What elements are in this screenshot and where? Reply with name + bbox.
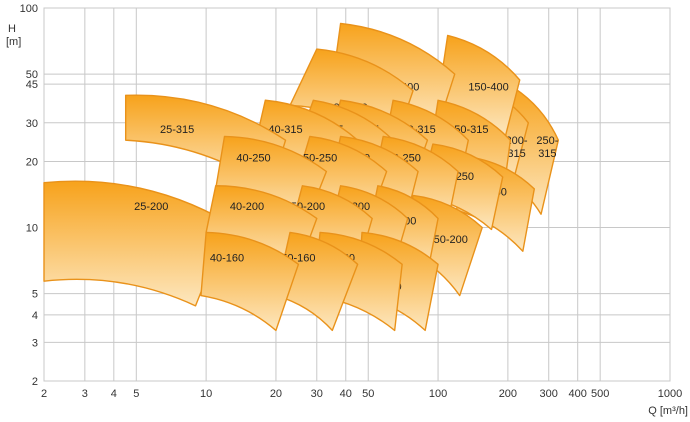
pump-region-50-160 xyxy=(275,231,359,332)
x-tick-labels: 2 3 4 5 10 20 30 40 50 100 200 300 400 500 1000 xyxy=(41,388,682,400)
pump-label-25-315: 25-315 xyxy=(160,124,194,136)
x-tick-label: 40 xyxy=(340,388,352,400)
x-tick-label: 10 xyxy=(200,388,212,400)
x-tick-label: 20 xyxy=(270,388,282,400)
y-tick-label: 45 xyxy=(26,79,38,91)
pump-label-150-400: 150-400 xyxy=(468,82,508,94)
x-tick-label: 30 xyxy=(311,388,323,400)
pump-label-200-315: 200-315 xyxy=(506,135,528,160)
x-axis-title: Q [m³/h] xyxy=(648,405,688,417)
pump-label-40-315: 40-315 xyxy=(268,124,302,136)
pump-label-150-200: 150-200 xyxy=(427,234,467,246)
x-tick-label: 1000 xyxy=(658,388,682,400)
pump-label-40-250: 40-250 xyxy=(236,152,270,164)
pump-region-40-160 xyxy=(200,231,300,332)
y-tick-label: 4 xyxy=(32,310,38,322)
y-tick-label: 3 xyxy=(32,337,38,349)
y-tick-label: 100 xyxy=(20,3,38,15)
x-tick-label: 4 xyxy=(111,388,117,400)
y-tick-label: 20 xyxy=(26,156,38,168)
y-tick-label: 2 xyxy=(32,376,38,388)
pump-label-40-200: 40-200 xyxy=(230,201,264,213)
x-tick-label: 300 xyxy=(540,388,558,400)
y-tick-label: 50 xyxy=(26,69,38,81)
x-tick-label: 500 xyxy=(591,388,609,400)
x-tick-label: 5 xyxy=(133,388,139,400)
x-tick-label: 400 xyxy=(569,388,587,400)
x-tick-label: 50 xyxy=(362,388,374,400)
y-axis-title-line1: H xyxy=(8,23,16,35)
pump-label-25-200: 25-200 xyxy=(134,201,168,213)
x-tick-label: 2 xyxy=(41,388,47,400)
y-axis-title-line2: [m] xyxy=(6,36,21,48)
y-tick-label: 10 xyxy=(26,223,38,235)
y-tick-label: 5 xyxy=(32,289,38,301)
y-tick-label: 30 xyxy=(26,118,38,130)
pump-curve-regions: 250-315200-315150-400100-40080-400150-31… xyxy=(43,22,560,332)
pump-label-250-315: 250-315 xyxy=(536,135,558,160)
pump-label-40-160: 40-160 xyxy=(210,253,244,265)
x-tick-label: 100 xyxy=(429,388,447,400)
x-tick-label: 3 xyxy=(82,388,88,400)
x-tick-label: 200 xyxy=(499,388,517,400)
